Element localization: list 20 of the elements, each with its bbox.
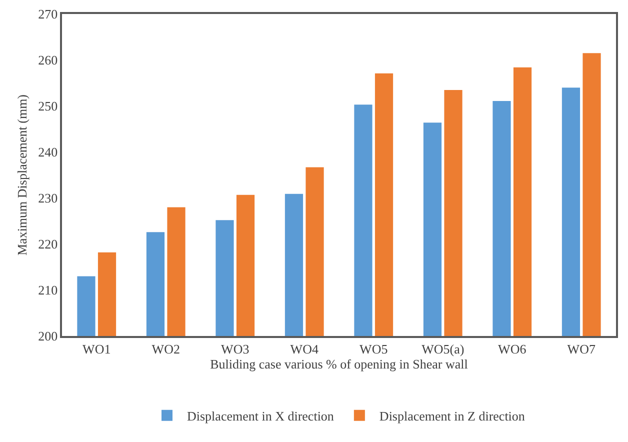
y-axis-title: Maximum Displacement (mm) [14, 94, 30, 256]
y-tick-label: 220 [38, 236, 58, 252]
x-tick-label: WO3 [221, 341, 250, 356]
x-axis-title: Buliding case various % of opening in Shear wall [210, 356, 468, 372]
y-tick-label: 210 [38, 282, 58, 298]
y-tick-label: 270 [38, 6, 58, 22]
x-tick-label: WO4 [290, 341, 319, 356]
legend-label: Displacement in Z direction [379, 408, 526, 424]
x-tick-label: WO5(a) [422, 341, 464, 356]
x-tick-label: WO6 [498, 341, 527, 356]
x-tick-label: WO2 [152, 341, 180, 356]
y-tick-label: 230 [38, 190, 58, 206]
legend-label: Displacement in X direction [187, 408, 334, 424]
y-tick-label: 200 [38, 328, 58, 344]
y-tick-label: 250 [38, 98, 58, 114]
x-tick-label: WO7 [567, 341, 596, 356]
x-tick-label: WO1 [82, 341, 111, 356]
y-tick-label: 260 [38, 52, 58, 68]
y-tick-label: 240 [38, 144, 58, 160]
x-tick-label: WO5 [360, 341, 388, 356]
